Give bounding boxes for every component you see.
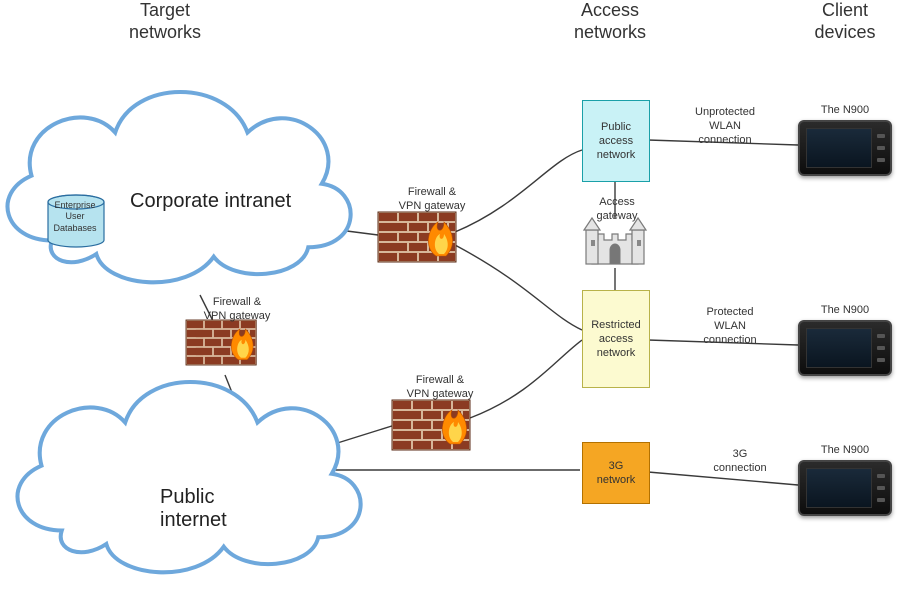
edge	[455, 150, 582, 232]
firewall-icon	[186, 320, 256, 365]
label-public-internet: Publicinternet	[160, 486, 227, 532]
label-corporate-intranet: Corporate intranet	[130, 190, 291, 213]
label-device-1: The N900	[805, 104, 885, 118]
cloud-icon	[18, 382, 361, 572]
castle-icon	[584, 218, 646, 264]
label-device-3: The N900	[805, 444, 885, 458]
label-firewall-1: Firewall &VPN gateway	[392, 186, 472, 214]
firewall-icon	[392, 400, 470, 450]
device-n900-2	[798, 320, 892, 376]
header-target-networks: Targetnetworks	[105, 0, 225, 43]
label-firewall-3: Firewall &VPN gateway	[400, 374, 480, 402]
label-wlan-protected: ProtectedWLANconnection	[685, 306, 775, 347]
device-n900-3	[798, 460, 892, 516]
cloud-icon	[8, 92, 351, 282]
svg-layer	[0, 0, 900, 607]
header-access-networks: Accessnetworks	[550, 0, 670, 43]
label-device-2: The N900	[805, 304, 885, 318]
edge	[470, 340, 582, 418]
header-client-devices: Clientdevices	[790, 0, 900, 43]
box-restricted-access-network: Restrictedaccessnetwork	[582, 290, 650, 388]
diagram-canvas: Targetnetworks Accessnetworks Clientdevi…	[0, 0, 900, 607]
edge	[455, 245, 582, 330]
box-3g-network: 3Gnetwork	[582, 442, 650, 504]
device-n900-1	[798, 120, 892, 176]
box-public-access-network: Publicaccessnetwork	[582, 100, 650, 182]
label-firewall-2: Firewall &VPN gateway	[197, 296, 277, 324]
label-access-gateway: Accessgateway	[582, 196, 652, 224]
label-3g-connection: 3Gconnection	[700, 448, 780, 476]
firewall-icon	[378, 212, 456, 262]
label-wlan-unprotected: UnprotectedWLANconnection	[680, 106, 770, 147]
